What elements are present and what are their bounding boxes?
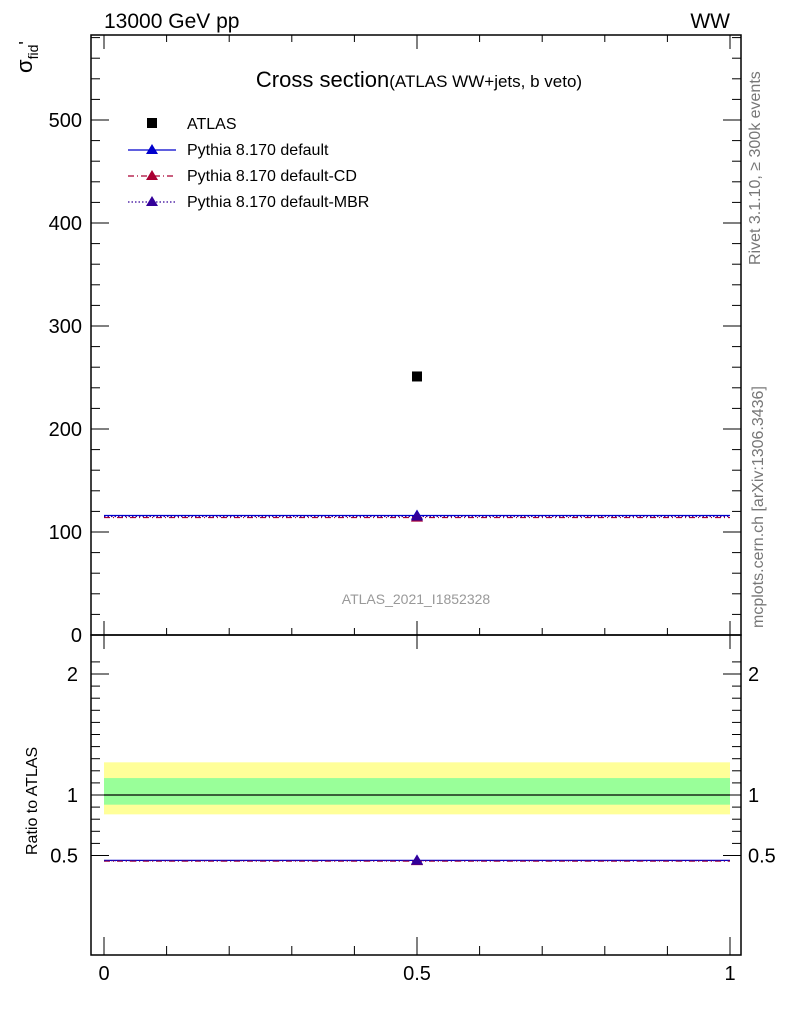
x-tick-label: 1 xyxy=(724,963,735,985)
legend-marker-default xyxy=(146,144,158,154)
ratio-marks xyxy=(104,854,730,866)
legend-label-cd: Pythia 8.170 default-CD xyxy=(187,168,357,185)
mc-marker-3 xyxy=(411,510,423,521)
main-y-axis-label: σfid' xyxy=(12,41,41,73)
x-tick-label: 0 xyxy=(98,963,109,985)
main-marks xyxy=(104,371,730,522)
ratio-ytick-label-right: 2 xyxy=(748,664,759,686)
legend: ATLAS Pythia 8.170 default Pythia 8.170 … xyxy=(128,116,369,211)
atlas-data-point xyxy=(412,371,422,382)
rivet-label: Rivet 3.1.10, ≥ 300k events xyxy=(747,71,764,265)
chart-subtitle: (ATLAS WW+jets, b veto) xyxy=(389,72,582,91)
main-ytick-label: 500 xyxy=(49,110,82,132)
main-ytick-label: 300 xyxy=(49,316,82,338)
ratio-panel: 0.5 0.51 12 2 0 0.5 1 Ratio to ATLAS xyxy=(24,634,776,985)
ylabel-sub: fid xyxy=(25,45,41,60)
ratio-ytick-label-right: 1 xyxy=(748,785,759,807)
ratio-ytick-label-left: 2 xyxy=(67,664,78,686)
ratio-band-1 xyxy=(104,778,730,805)
energy-label: 13000 GeV pp xyxy=(104,10,239,33)
mcplots-label: mcplots.cern.ch [arXiv:1306.3436] xyxy=(750,386,767,628)
chart-title: Cross section(ATLAS WW+jets, b veto) xyxy=(256,67,582,92)
ratio-y-ticks: 0.5 0.5 1 1 2 2 xyxy=(50,661,776,868)
ratio-ytick-label-left: 1 xyxy=(67,785,78,807)
legend-label-default: Pythia 8.170 default xyxy=(187,142,329,159)
ratio-y-axis-label: Ratio to ATLAS xyxy=(24,747,41,855)
legend-marker-atlas xyxy=(147,118,157,128)
ratio-bands xyxy=(104,762,730,815)
main-ytick-label: 0 xyxy=(71,625,82,647)
legend-label-mbr: Pythia 8.170 default-MBR xyxy=(187,194,369,211)
x-ticks: 0 0.5 1 xyxy=(98,635,736,985)
x-tick-label: 0.5 xyxy=(403,963,431,985)
main-ytick-label: 400 xyxy=(49,213,82,235)
chart-title-main: Cross section xyxy=(256,67,389,92)
process-label: WW xyxy=(690,10,730,33)
ylabel-suffix: ' xyxy=(16,41,36,44)
ratio-ytick-label-left: 0.5 xyxy=(50,846,78,868)
ylabel-sigma: σ xyxy=(12,59,37,73)
legend-label-atlas: ATLAS xyxy=(187,116,237,133)
legend-marker-mbr xyxy=(146,196,158,206)
main-panel: 0 100 200 300 400 500 Cross section(ATLAS WW+… xyxy=(12,34,742,647)
main-ytick-label: 100 xyxy=(49,522,82,544)
legend-marker-cd xyxy=(146,170,158,180)
ratio-ytick-label-right: 0.5 xyxy=(748,846,776,868)
analysis-id-label: ATLAS_2021_I1852328 xyxy=(342,591,491,607)
ratio-marker-2 xyxy=(411,854,423,865)
main-y-ticks: 0 100 200 300 400 500 xyxy=(49,35,741,647)
main-ytick-label: 200 xyxy=(49,419,82,441)
